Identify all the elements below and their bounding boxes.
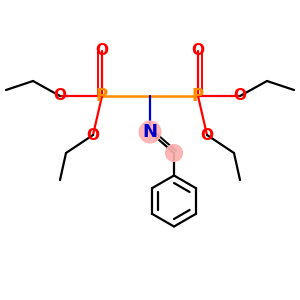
- Text: O: O: [95, 44, 109, 59]
- Circle shape: [166, 145, 182, 161]
- Text: O: O: [191, 44, 205, 59]
- Text: P: P: [96, 87, 108, 105]
- Text: P: P: [192, 87, 204, 105]
- Text: N: N: [142, 123, 158, 141]
- Text: O: O: [200, 128, 214, 142]
- Circle shape: [139, 121, 161, 143]
- Text: O: O: [86, 128, 100, 142]
- Text: O: O: [233, 88, 247, 104]
- Text: O: O: [53, 88, 67, 104]
